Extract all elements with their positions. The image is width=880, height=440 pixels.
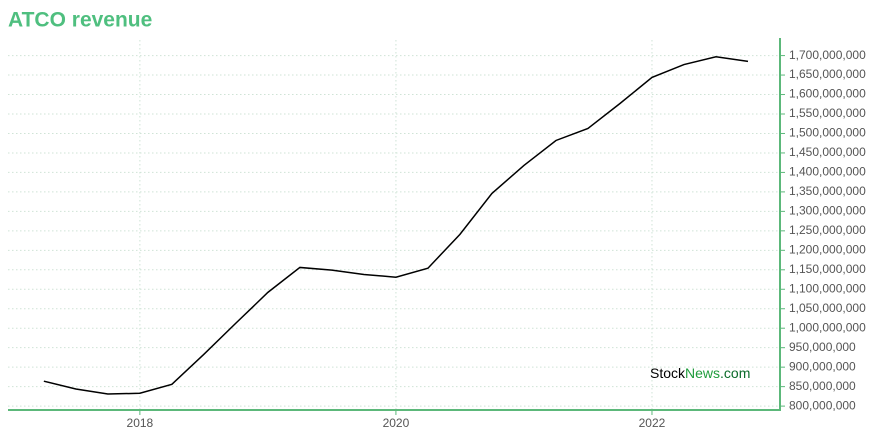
y-tick-label: 1,550,000,000 bbox=[789, 106, 866, 120]
y-tick-label: 1,200,000,000 bbox=[789, 242, 866, 256]
plot bbox=[43, 55, 749, 395]
watermark-part: Stock bbox=[650, 365, 686, 381]
y-tick-label: 1,150,000,000 bbox=[789, 262, 866, 276]
y-tick-label: 800,000,000 bbox=[789, 398, 856, 412]
x-tick-label: 2018 bbox=[127, 416, 154, 430]
chart-title: ATCO revenue bbox=[8, 9, 152, 32]
y-tick-label: 1,500,000,000 bbox=[789, 126, 866, 140]
x-tick-label: 2022 bbox=[639, 416, 666, 430]
y-tick-label: 1,650,000,000 bbox=[789, 67, 866, 81]
line-series bbox=[43, 55, 749, 395]
y-tick-label: 900,000,000 bbox=[789, 359, 856, 373]
y-tick-label: 1,000,000,000 bbox=[789, 320, 866, 334]
y-tick-label: 1,100,000,000 bbox=[789, 281, 866, 295]
y-tick-label: 1,300,000,000 bbox=[789, 204, 866, 218]
y-tick-label: 1,350,000,000 bbox=[789, 184, 866, 198]
watermark-part: News bbox=[685, 365, 720, 381]
y-tick-label: 1,450,000,000 bbox=[789, 145, 866, 159]
y-tick-label: 1,400,000,000 bbox=[789, 165, 866, 179]
y-tick-label: 1,250,000,000 bbox=[789, 223, 866, 237]
watermark-part: .com bbox=[720, 365, 750, 381]
watermark: StockNews.com bbox=[650, 365, 750, 381]
y-tick-label: 950,000,000 bbox=[789, 340, 856, 354]
y-tick-label: 850,000,000 bbox=[789, 379, 856, 393]
y-tick-label: 1,600,000,000 bbox=[789, 87, 866, 101]
x-tick-label: 2020 bbox=[383, 416, 410, 430]
grid bbox=[8, 40, 780, 410]
y-tick-label: 1,700,000,000 bbox=[789, 48, 866, 62]
y-tick-label: 1,050,000,000 bbox=[789, 301, 866, 315]
